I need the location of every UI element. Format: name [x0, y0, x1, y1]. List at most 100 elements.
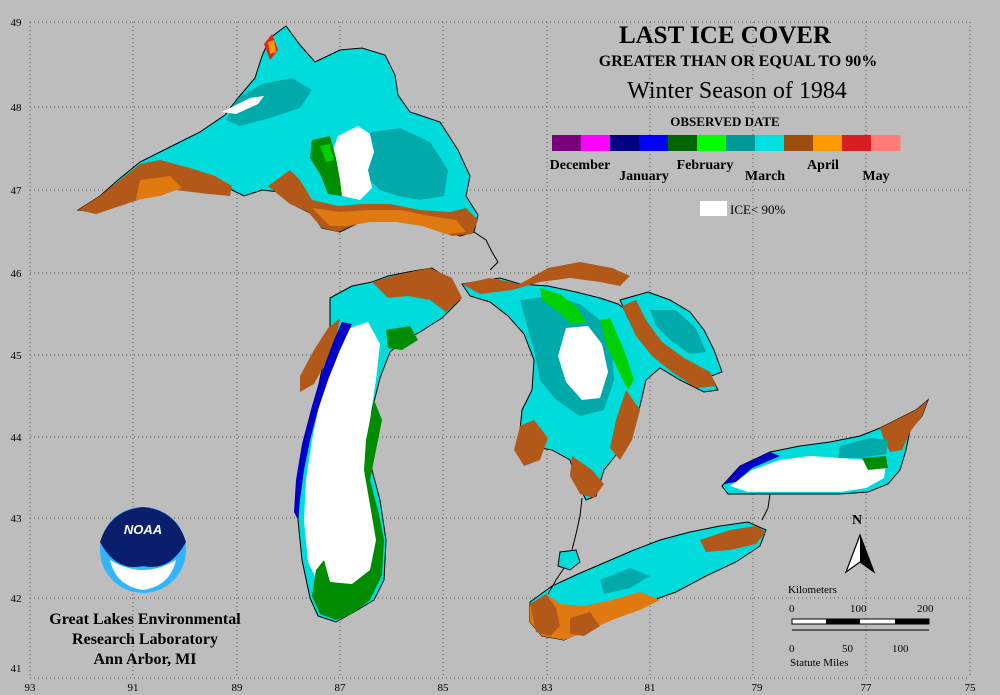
date-color-legend: [552, 135, 901, 151]
lake-st-clair: [557, 549, 581, 571]
ontario-teal-east: [838, 438, 888, 458]
scale-mi-tick: 100: [892, 643, 909, 655]
superior-orange-spot: [268, 40, 276, 54]
michigan-green: [312, 400, 384, 620]
legend-month-december: December: [550, 158, 611, 173]
georgian-brown: [622, 300, 716, 388]
lon-label: 85: [438, 682, 450, 694]
lat-label: 42: [11, 593, 22, 605]
huron-brown-south: [570, 456, 604, 498]
huron-green: [540, 288, 586, 324]
michigan-green-north: [386, 326, 418, 350]
lon-label: 91: [128, 682, 139, 694]
lat-label: 46: [11, 268, 23, 280]
michigan-brown-north: [372, 268, 462, 312]
legend-color-segment: [668, 135, 698, 151]
ice-label: ICE< 90%: [730, 202, 786, 217]
erie-brown-west: [530, 594, 560, 636]
credit-line-3: Ann Arbor, MI: [94, 651, 197, 668]
legend-color-segment: [552, 135, 582, 151]
legend-color-segment: [755, 135, 785, 151]
st-clair-river: [571, 497, 583, 551]
legend-month-april: April: [807, 158, 839, 173]
legend-month-march: March: [745, 169, 785, 184]
legend-color-segment: [784, 135, 814, 151]
lake-huron: [461, 262, 719, 501]
title-line-3: Winter Season of 1984: [627, 78, 847, 104]
niagara-river: [761, 493, 771, 521]
erie-brown-east: [700, 526, 766, 552]
legend-month-february: February: [677, 158, 734, 173]
superior-orange-south: [312, 208, 466, 234]
lon-label: 89: [232, 682, 244, 694]
lon-label: 81: [645, 682, 656, 694]
credit-line-2: Research Laboratory: [72, 631, 218, 648]
longitude-labels: 93 91 89 87 85 83 81 79 77 75: [25, 682, 977, 694]
rivers: [473, 231, 771, 595]
legend-color-segment: [871, 135, 901, 151]
ontario-blue: [724, 452, 780, 484]
lake-ontario: [721, 398, 930, 495]
detroit-river: [547, 567, 565, 595]
lat-label: 43: [11, 513, 23, 525]
erie-orange: [530, 592, 660, 640]
huron-saginaw: [514, 420, 548, 466]
legend-color-segment: [639, 135, 669, 151]
scale-km-title: Kilometers: [788, 584, 837, 596]
scale-mi-tick: 0: [789, 643, 795, 655]
lake-michigan: [294, 267, 462, 623]
erie-teal: [600, 568, 650, 594]
lon-label: 83: [542, 682, 554, 694]
st-marys-river: [473, 231, 499, 271]
superior-white: [330, 126, 374, 200]
michigan-blue: [294, 322, 352, 520]
lon-label: 87: [335, 682, 347, 694]
scale-km-tick: 100: [850, 603, 867, 615]
title-line-1: LAST ICE COVER: [619, 22, 832, 49]
north-label: N: [852, 513, 862, 528]
scale-mi-tick: 50: [842, 643, 854, 655]
lat-label: 48: [11, 102, 23, 114]
north-arrow-shade: [860, 535, 874, 572]
huron-green-east: [600, 318, 634, 390]
title-line-2: GREATER THAN OR EQUAL TO 90%: [599, 53, 877, 70]
legend-color-segment: [726, 135, 756, 151]
ontario-white: [730, 456, 886, 492]
lat-label: 45: [11, 350, 23, 362]
ontario-brown-east: [880, 400, 928, 452]
huron-north-brown: [462, 262, 630, 294]
ice-swatch: [700, 201, 727, 216]
legend-month-january: January: [619, 169, 669, 184]
latitude-labels: 49 48 47 46 45 44 43 42 41: [11, 17, 23, 675]
scale-bar-segment: [826, 619, 860, 624]
logo-bird-icon: [100, 507, 186, 567]
scale-km-tick: 200: [917, 603, 934, 615]
scale-mi-title: Statute Miles: [790, 657, 848, 669]
lon-label: 75: [965, 682, 977, 694]
superior-orange-west: [136, 176, 182, 200]
lake-superior: [76, 25, 479, 237]
georgian-bay: [619, 291, 723, 388]
observed-date-label: OBSERVED DATE: [670, 114, 779, 129]
ice-legend: ICE< 90%: [700, 201, 786, 217]
superior-island-white: [222, 96, 264, 114]
legend-color-segment: [581, 135, 611, 151]
superior-teal-west: [226, 78, 312, 126]
scale-km-tick: 0: [789, 603, 795, 615]
lake-erie: [529, 521, 767, 641]
credit-line-1: Great Lakes Environmental: [49, 611, 241, 628]
north-arrow: N: [844, 513, 876, 574]
legend-color-segment: [697, 135, 727, 151]
huron-brown-southeast: [610, 390, 640, 460]
title-block: LAST ICE COVER GREATER THAN OR EQUAL TO …: [599, 22, 877, 129]
lat-label: 41: [11, 663, 22, 675]
lon-label: 79: [752, 682, 764, 694]
legend-color-segment: [610, 135, 640, 151]
lat-label: 49: [11, 17, 23, 29]
lat-label: 47: [11, 185, 23, 197]
scale-bar-segment: [895, 619, 929, 624]
lon-label: 93: [25, 682, 37, 694]
legend-color-segment: [842, 135, 872, 151]
superior-green: [310, 136, 342, 196]
